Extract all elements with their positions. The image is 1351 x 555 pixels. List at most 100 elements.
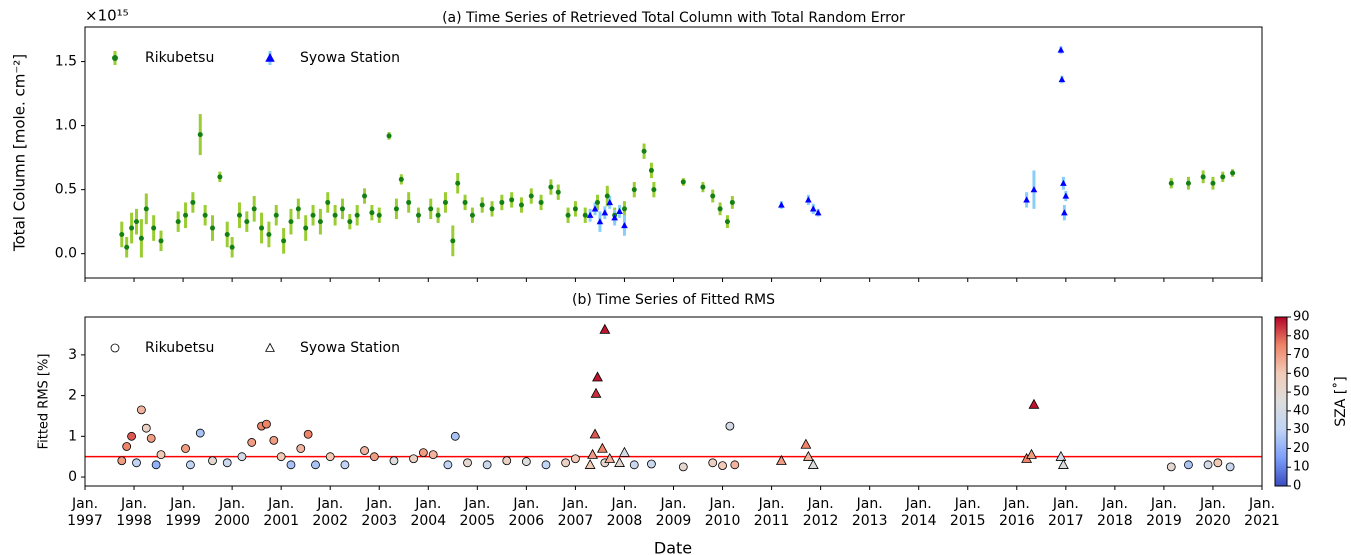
x-axis-label: Date <box>654 539 692 555</box>
plot-area <box>119 46 1236 258</box>
data-point <box>489 206 495 212</box>
data-point <box>463 458 472 468</box>
data-point <box>415 212 421 218</box>
data-point <box>202 212 208 218</box>
data-point <box>132 458 141 468</box>
data-point <box>360 446 369 455</box>
colorbar-tick-label: 60 <box>1293 366 1310 381</box>
data-point <box>586 211 594 218</box>
data-point <box>1023 196 1030 203</box>
data-point <box>1061 209 1068 216</box>
data-point <box>1168 180 1174 186</box>
data-point <box>1230 170 1236 176</box>
data-point <box>340 460 350 470</box>
data-point <box>1185 180 1191 186</box>
data-point <box>133 219 139 225</box>
data-point <box>1203 460 1213 470</box>
x-tick-label: Jan. 2014 <box>901 496 937 529</box>
data-point <box>197 132 203 138</box>
legend-label: Rikubetsu <box>145 50 214 66</box>
data-point <box>616 207 623 215</box>
colorbar-tick-label: 40 <box>1293 403 1310 418</box>
data-point <box>303 429 313 439</box>
data-point <box>435 212 441 218</box>
data-point <box>122 442 132 451</box>
data-point <box>541 460 551 470</box>
data-point <box>217 174 223 180</box>
data-point <box>572 206 578 212</box>
data-point <box>158 238 164 244</box>
data-point <box>805 196 812 203</box>
data-point <box>814 209 822 216</box>
x-tick-label: Jan. 2008 <box>607 496 643 529</box>
x-tick-label: Jan. 2000 <box>214 496 250 529</box>
data-point <box>286 460 296 470</box>
data-point <box>582 212 588 218</box>
data-point <box>389 456 399 466</box>
data-point <box>614 456 625 467</box>
data-point <box>210 225 216 231</box>
data-point <box>1028 398 1040 409</box>
data-point <box>604 193 610 199</box>
data-point <box>156 450 166 460</box>
data-point <box>591 205 599 212</box>
data-point <box>236 212 242 218</box>
x-tick-label: Jan. 2009 <box>656 496 692 529</box>
data-point <box>1060 179 1067 186</box>
data-point <box>208 456 217 466</box>
x-tick-label: Jan. 2019 <box>1146 496 1182 529</box>
legend-label: Rikubetsu <box>145 340 214 356</box>
data-point <box>183 212 189 218</box>
data-point <box>146 433 156 443</box>
x-tick-label: Jan. 1999 <box>165 496 201 529</box>
data-point <box>778 201 785 208</box>
data-point <box>800 438 812 449</box>
colorbar-tick-label: 10 <box>1293 460 1310 475</box>
y-tick-label: 1 <box>68 428 77 444</box>
colorbar-tick-label: 80 <box>1293 328 1310 343</box>
data-point <box>631 187 637 193</box>
data-point <box>251 206 257 212</box>
data-point <box>729 199 735 205</box>
data-point <box>266 231 272 237</box>
data-point <box>428 206 434 212</box>
plot-area <box>117 323 1235 472</box>
data-point <box>1055 450 1067 461</box>
data-point <box>325 452 335 462</box>
data-point <box>1026 448 1037 459</box>
data-point <box>273 212 279 218</box>
x-tick-label: Jan. 2017 <box>1048 496 1084 529</box>
plot-frame <box>84 26 1263 279</box>
x-tick-label: Jan. 2016 <box>999 496 1035 529</box>
data-point <box>259 225 265 231</box>
data-point <box>725 421 735 431</box>
data-point <box>479 202 485 208</box>
y-tick-label: 3 <box>68 347 77 363</box>
data-point <box>124 244 130 250</box>
data-point <box>1184 460 1193 470</box>
data-point <box>369 210 375 216</box>
data-point <box>647 459 656 469</box>
data-point <box>186 460 195 470</box>
data-point <box>469 212 475 218</box>
data-point <box>354 212 360 218</box>
colorbar-tick-label: 30 <box>1293 422 1310 437</box>
x-tick-label: Jan. 2002 <box>312 496 348 529</box>
legend-marker <box>112 55 118 61</box>
data-point <box>680 179 686 185</box>
x-tick-label: Jan. 2005 <box>460 496 496 529</box>
data-point <box>262 419 271 429</box>
legend-label: Syowa Station <box>300 340 400 356</box>
data-point <box>1057 458 1069 469</box>
data-point <box>428 450 438 460</box>
data-point <box>604 452 616 463</box>
data-point <box>621 206 627 212</box>
x-tick-label: Jan. 2004 <box>410 496 446 529</box>
data-point <box>708 458 718 468</box>
data-point <box>1220 174 1226 180</box>
data-point <box>599 323 611 334</box>
chart-title: (a) Time Series of Retrieved Total Colum… <box>442 10 905 26</box>
data-point <box>1213 458 1223 468</box>
data-point <box>138 235 144 241</box>
data-point <box>143 206 149 212</box>
